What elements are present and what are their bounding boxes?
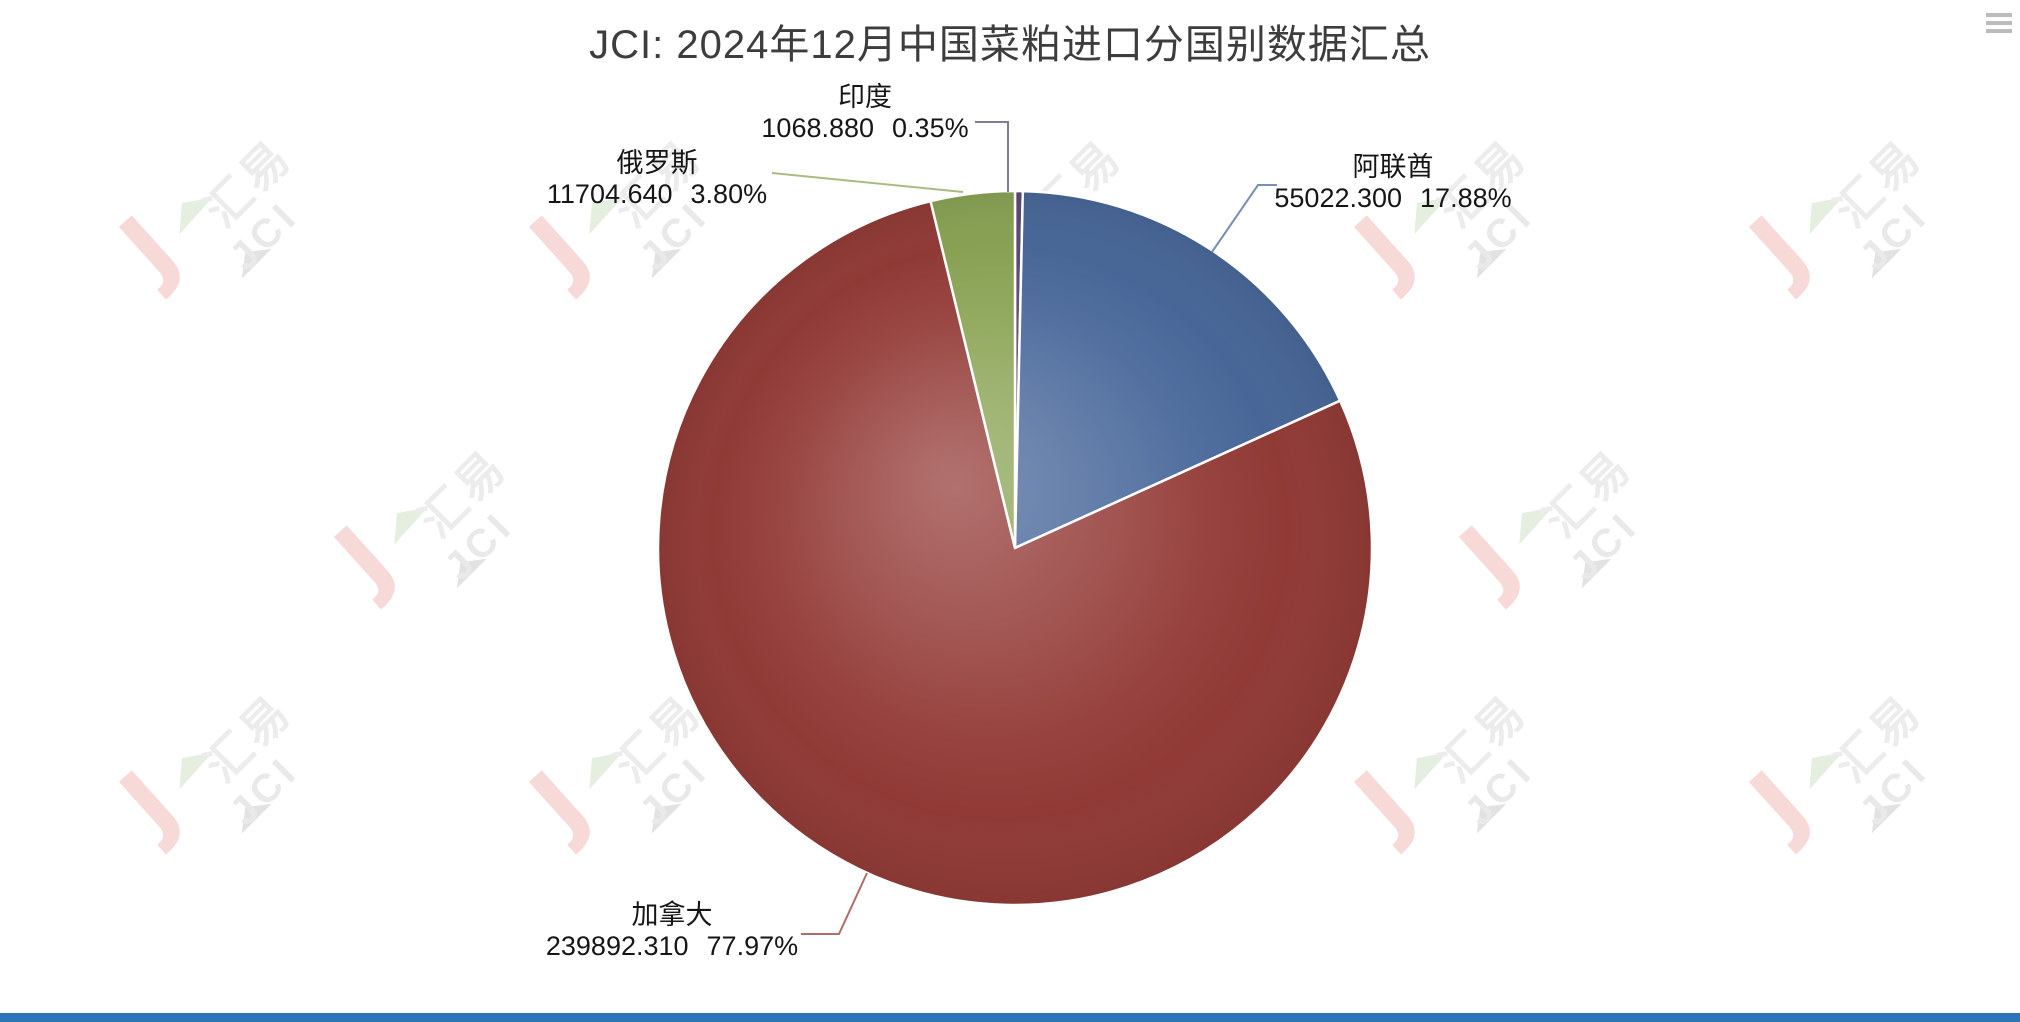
slice-country-name: 阿联酋	[1352, 152, 1434, 182]
leader-line-canada	[801, 872, 868, 935]
slice-label-russia: 俄罗斯 11704.640 3.80%	[547, 148, 767, 210]
slice-percent: 3.80%	[690, 179, 768, 209]
slice-country-name: 俄罗斯	[616, 148, 698, 178]
slice-value: 55022.300	[1274, 183, 1403, 213]
leader-line-india	[975, 121, 1009, 192]
slice-percent: 17.88%	[1420, 183, 1512, 213]
slice-value: 11704.640	[546, 179, 673, 209]
slice-label-india: 印度 1068.880 0.35%	[761, 82, 968, 144]
slice-values: 55022.300 17.88%	[1274, 183, 1511, 214]
slice-value: 239892.310	[545, 931, 689, 961]
slice-values: 239892.310 77.97%	[546, 931, 798, 962]
slice-percent: 77.97%	[706, 931, 799, 961]
slice-percent: 0.35%	[892, 113, 969, 143]
pie-sheen	[659, 192, 1371, 904]
slice-country-name: 印度	[838, 82, 892, 112]
chart-title: JCI: 2024年12月中国菜粕进口分国别数据汇总	[589, 23, 1431, 67]
leader-line-russia	[771, 172, 964, 193]
slice-values: 11704.640 3.80%	[547, 179, 767, 210]
slice-label-uae: 阿联酋 55022.300 17.88%	[1274, 152, 1511, 214]
leader-line-uae	[1211, 184, 1277, 253]
slice-label-canada: 加拿大 239892.310 77.97%	[546, 900, 798, 962]
hamburger-menu-icon[interactable]	[1986, 13, 2012, 37]
bottom-scrollbar[interactable]	[0, 1013, 2020, 1022]
slice-value: 1068.880	[761, 113, 875, 143]
slice-values: 1068.880 0.35%	[761, 113, 968, 144]
slice-country-name: 加拿大	[631, 900, 713, 930]
